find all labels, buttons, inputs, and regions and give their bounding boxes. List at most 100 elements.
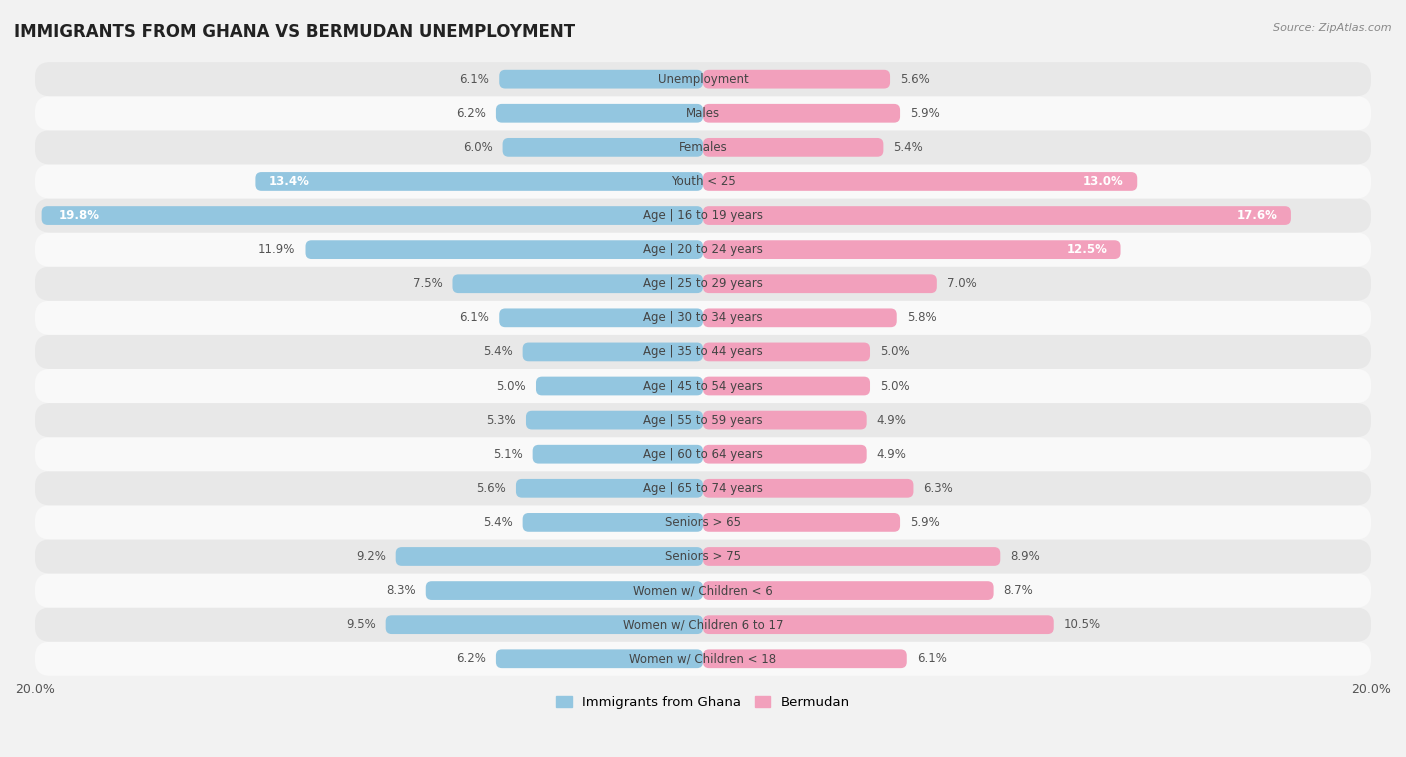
FancyBboxPatch shape	[35, 232, 1371, 266]
FancyBboxPatch shape	[502, 138, 703, 157]
Text: 7.5%: 7.5%	[413, 277, 443, 290]
Text: Age | 20 to 24 years: Age | 20 to 24 years	[643, 243, 763, 256]
FancyBboxPatch shape	[35, 335, 1371, 369]
Legend: Immigrants from Ghana, Bermudan: Immigrants from Ghana, Bermudan	[551, 690, 855, 714]
FancyBboxPatch shape	[35, 62, 1371, 96]
Text: Women w/ Children 6 to 17: Women w/ Children 6 to 17	[623, 618, 783, 631]
FancyBboxPatch shape	[703, 650, 907, 668]
Text: 7.0%: 7.0%	[946, 277, 977, 290]
Text: 19.8%: 19.8%	[58, 209, 100, 222]
Text: Age | 35 to 44 years: Age | 35 to 44 years	[643, 345, 763, 358]
FancyBboxPatch shape	[35, 130, 1371, 164]
FancyBboxPatch shape	[385, 615, 703, 634]
FancyBboxPatch shape	[703, 547, 1000, 566]
FancyBboxPatch shape	[523, 513, 703, 531]
FancyBboxPatch shape	[499, 308, 703, 327]
FancyBboxPatch shape	[703, 411, 866, 429]
FancyBboxPatch shape	[35, 437, 1371, 472]
FancyBboxPatch shape	[35, 506, 1371, 540]
Text: 6.2%: 6.2%	[456, 107, 486, 120]
FancyBboxPatch shape	[516, 479, 703, 497]
FancyBboxPatch shape	[703, 377, 870, 395]
FancyBboxPatch shape	[703, 104, 900, 123]
Text: 9.5%: 9.5%	[346, 618, 375, 631]
FancyBboxPatch shape	[703, 615, 1053, 634]
Text: Source: ZipAtlas.com: Source: ZipAtlas.com	[1274, 23, 1392, 33]
Text: 5.9%: 5.9%	[910, 516, 939, 529]
Text: 8.9%: 8.9%	[1011, 550, 1040, 563]
Text: Age | 55 to 59 years: Age | 55 to 59 years	[643, 413, 763, 427]
Text: 6.3%: 6.3%	[924, 481, 953, 495]
FancyBboxPatch shape	[703, 513, 900, 531]
FancyBboxPatch shape	[35, 540, 1371, 574]
Text: 5.1%: 5.1%	[494, 447, 523, 461]
Text: IMMIGRANTS FROM GHANA VS BERMUDAN UNEMPLOYMENT: IMMIGRANTS FROM GHANA VS BERMUDAN UNEMPL…	[14, 23, 575, 41]
Text: 6.1%: 6.1%	[460, 73, 489, 86]
Text: 5.6%: 5.6%	[477, 481, 506, 495]
FancyBboxPatch shape	[703, 343, 870, 361]
Text: 5.3%: 5.3%	[486, 413, 516, 427]
Text: 8.7%: 8.7%	[1004, 584, 1033, 597]
Text: 5.8%: 5.8%	[907, 311, 936, 324]
FancyBboxPatch shape	[35, 642, 1371, 676]
FancyBboxPatch shape	[703, 138, 883, 157]
FancyBboxPatch shape	[703, 240, 1121, 259]
Text: 5.0%: 5.0%	[880, 345, 910, 358]
FancyBboxPatch shape	[35, 472, 1371, 506]
Text: Age | 60 to 64 years: Age | 60 to 64 years	[643, 447, 763, 461]
Text: 6.0%: 6.0%	[463, 141, 492, 154]
Text: 10.5%: 10.5%	[1064, 618, 1101, 631]
Text: 13.0%: 13.0%	[1083, 175, 1123, 188]
Text: 4.9%: 4.9%	[877, 447, 907, 461]
Text: Age | 45 to 54 years: Age | 45 to 54 years	[643, 379, 763, 393]
Text: Youth < 25: Youth < 25	[671, 175, 735, 188]
FancyBboxPatch shape	[703, 172, 1137, 191]
Text: 5.6%: 5.6%	[900, 73, 929, 86]
Text: 9.2%: 9.2%	[356, 550, 385, 563]
Text: 5.9%: 5.9%	[910, 107, 939, 120]
FancyBboxPatch shape	[496, 104, 703, 123]
Text: 5.0%: 5.0%	[496, 379, 526, 393]
FancyBboxPatch shape	[395, 547, 703, 566]
FancyBboxPatch shape	[305, 240, 703, 259]
Text: 12.5%: 12.5%	[1066, 243, 1107, 256]
FancyBboxPatch shape	[35, 96, 1371, 130]
Text: Females: Females	[679, 141, 727, 154]
FancyBboxPatch shape	[533, 445, 703, 463]
Text: 13.4%: 13.4%	[269, 175, 309, 188]
Text: Seniors > 65: Seniors > 65	[665, 516, 741, 529]
FancyBboxPatch shape	[35, 574, 1371, 608]
Text: 6.1%: 6.1%	[917, 653, 946, 665]
Text: 4.9%: 4.9%	[877, 413, 907, 427]
FancyBboxPatch shape	[35, 198, 1371, 232]
Text: 6.1%: 6.1%	[460, 311, 489, 324]
FancyBboxPatch shape	[523, 343, 703, 361]
FancyBboxPatch shape	[35, 266, 1371, 301]
Text: 5.4%: 5.4%	[482, 345, 513, 358]
FancyBboxPatch shape	[703, 70, 890, 89]
FancyBboxPatch shape	[453, 274, 703, 293]
FancyBboxPatch shape	[35, 164, 1371, 198]
FancyBboxPatch shape	[703, 274, 936, 293]
FancyBboxPatch shape	[703, 581, 994, 600]
Text: Seniors > 75: Seniors > 75	[665, 550, 741, 563]
FancyBboxPatch shape	[526, 411, 703, 429]
FancyBboxPatch shape	[703, 479, 914, 497]
Text: Age | 16 to 19 years: Age | 16 to 19 years	[643, 209, 763, 222]
FancyBboxPatch shape	[35, 301, 1371, 335]
FancyBboxPatch shape	[426, 581, 703, 600]
Text: Women w/ Children < 18: Women w/ Children < 18	[630, 653, 776, 665]
Text: Unemployment: Unemployment	[658, 73, 748, 86]
Text: Age | 65 to 74 years: Age | 65 to 74 years	[643, 481, 763, 495]
FancyBboxPatch shape	[536, 377, 703, 395]
FancyBboxPatch shape	[256, 172, 703, 191]
Text: Age | 30 to 34 years: Age | 30 to 34 years	[643, 311, 763, 324]
FancyBboxPatch shape	[35, 608, 1371, 642]
Text: 8.3%: 8.3%	[387, 584, 416, 597]
FancyBboxPatch shape	[35, 403, 1371, 437]
Text: 5.0%: 5.0%	[880, 379, 910, 393]
FancyBboxPatch shape	[703, 206, 1291, 225]
Text: 17.6%: 17.6%	[1237, 209, 1278, 222]
FancyBboxPatch shape	[703, 308, 897, 327]
FancyBboxPatch shape	[42, 206, 703, 225]
